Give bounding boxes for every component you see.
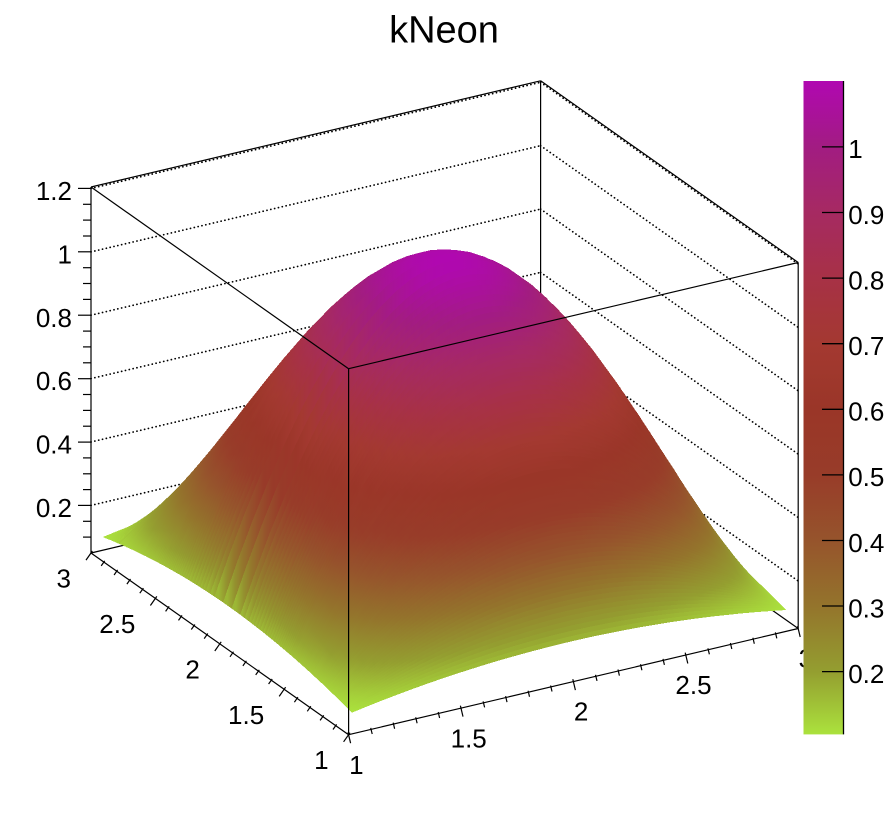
svg-text:1: 1 (314, 745, 328, 775)
svg-text:1: 1 (58, 239, 72, 269)
svg-text:0.6: 0.6 (848, 397, 884, 427)
svg-text:kNeon: kNeon (389, 10, 499, 52)
svg-text:1.5: 1.5 (228, 700, 264, 730)
svg-text:1.2: 1.2 (36, 176, 72, 206)
svg-text:0.8: 0.8 (36, 303, 72, 333)
svg-text:0.8: 0.8 (848, 265, 884, 295)
svg-text:0.5: 0.5 (848, 462, 884, 492)
svg-text:0.4: 0.4 (36, 430, 72, 460)
svg-text:0.4: 0.4 (848, 528, 884, 558)
svg-text:2: 2 (574, 697, 588, 727)
svg-text:0.7: 0.7 (848, 331, 884, 361)
svg-text:1: 1 (848, 134, 862, 164)
svg-text:0.9: 0.9 (848, 200, 884, 230)
svg-text:2.5: 2.5 (675, 670, 711, 700)
svg-text:1.5: 1.5 (451, 723, 487, 753)
svg-text:1: 1 (349, 750, 363, 780)
svg-text:0.2: 0.2 (848, 659, 884, 689)
svg-text:0.2: 0.2 (36, 493, 72, 523)
svg-text:2: 2 (185, 654, 199, 684)
svg-text:2.5: 2.5 (99, 609, 135, 639)
svg-text:0.6: 0.6 (36, 366, 72, 396)
svg-text:3: 3 (57, 564, 71, 594)
svg-text:0.3: 0.3 (848, 593, 884, 623)
